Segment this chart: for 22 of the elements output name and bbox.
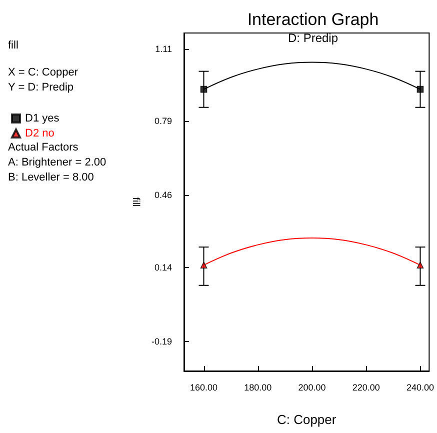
x-tick-label: 160.00 (190, 382, 218, 392)
y-axis-title: fill (130, 197, 142, 207)
y-tick-label: 0.46 (154, 190, 172, 200)
chart-title: Interaction Graph (247, 10, 379, 29)
text: B: Leveller = 8.00 (8, 172, 94, 184)
y-tick-label: 1.11 (155, 44, 172, 54)
legend-label: D1 yes (25, 112, 60, 124)
text: A: Brightener = 2.00 (8, 156, 106, 168)
text: Y = D: Predip (8, 82, 74, 94)
x-tick-label: 200.00 (298, 382, 326, 392)
chart-subtitle: D: Predip (288, 31, 338, 45)
x-tick-label: 220.00 (352, 382, 380, 392)
y-tick-label: 0.14 (154, 262, 172, 272)
y-tick-label: 0.79 (154, 116, 172, 126)
x-tick-label: 240.00 (406, 382, 434, 392)
y-tick-label: -0.19 (151, 336, 172, 347)
legend-label: D2 no (25, 128, 54, 140)
text: X = C: Copper (8, 66, 78, 78)
x-tick-label: 180.00 (244, 382, 272, 392)
text: Actual Factors (8, 142, 79, 154)
x-axis-title: C: Copper (276, 412, 337, 427)
text: fill (8, 40, 18, 52)
